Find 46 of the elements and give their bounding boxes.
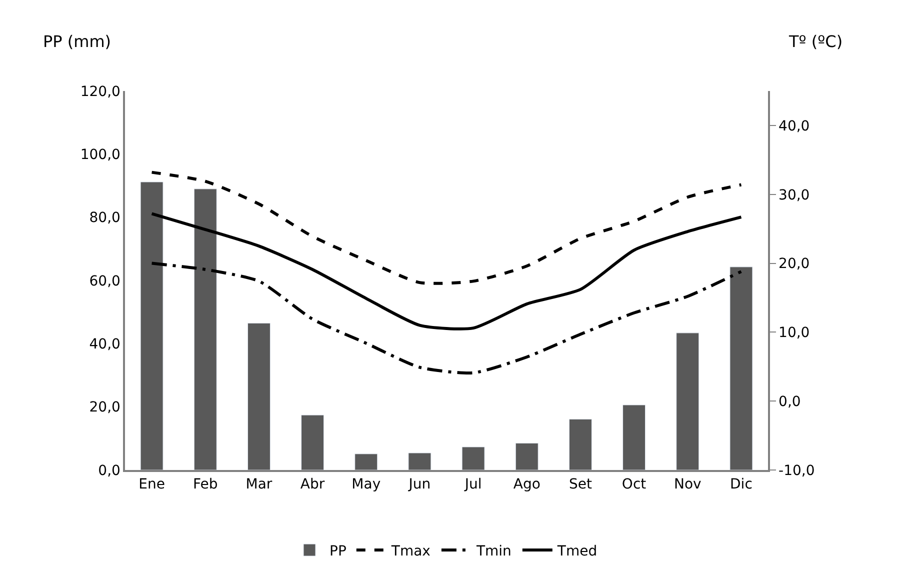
y-tick-label: 0,0 — [98, 462, 120, 479]
x-tick-label: Nov — [674, 476, 702, 493]
legend-label: Tmin — [475, 543, 512, 560]
y2-tick-label: 10,0 — [778, 325, 810, 342]
y-tick-label: 20,0 — [89, 400, 120, 416]
bar — [354, 454, 378, 470]
y2-tick-label: 0,0 — [778, 394, 801, 410]
y-tick-label: 100,0 — [80, 147, 120, 164]
y-tick-label: 120,0 — [80, 84, 120, 100]
x-tick-label: Jul — [464, 476, 482, 493]
x-tick-label: Jun — [408, 476, 431, 493]
bar — [247, 322, 270, 470]
legend-label: Tmax — [390, 543, 430, 560]
y2-tick-label: 30,0 — [778, 187, 810, 204]
x-tick-label: May — [352, 476, 381, 493]
x-tick-label: Abr — [300, 476, 325, 493]
y2-tick-label: 20,0 — [778, 256, 810, 272]
x-tick-label: Set — [568, 476, 592, 493]
bar — [301, 414, 324, 470]
bar — [515, 442, 538, 470]
bar — [140, 182, 164, 470]
x-tick-label: Ago — [513, 476, 540, 493]
bar — [408, 452, 432, 470]
x-tick-label: Mar — [246, 476, 272, 493]
y-tick-label: 60,0 — [89, 273, 120, 290]
legend-label: PP — [330, 543, 346, 560]
bar — [730, 266, 753, 470]
y2-tick-label: 40,0 — [778, 118, 810, 134]
bar — [462, 446, 485, 470]
line-series — [150, 170, 743, 285]
line-series — [150, 212, 743, 330]
bar — [194, 188, 217, 470]
x-tick-label: Oct — [622, 476, 647, 493]
x-tick-label: Ene — [138, 476, 165, 493]
bar — [568, 418, 592, 470]
x-tick-label: Dic — [730, 476, 752, 493]
y-axis-title: PP (mm) — [43, 32, 112, 51]
legend-label: Tmed — [556, 543, 598, 560]
y-tick-label: 40,0 — [89, 336, 120, 353]
y2-axis-title: Tº (ºC) — [788, 32, 843, 51]
y2-tick-label: -10,0 — [778, 462, 815, 479]
bar — [622, 404, 646, 470]
bar — [676, 332, 700, 470]
y-tick-label: 80,0 — [89, 210, 120, 226]
line-series — [150, 262, 743, 374]
x-tick-label: Feb — [192, 476, 218, 493]
